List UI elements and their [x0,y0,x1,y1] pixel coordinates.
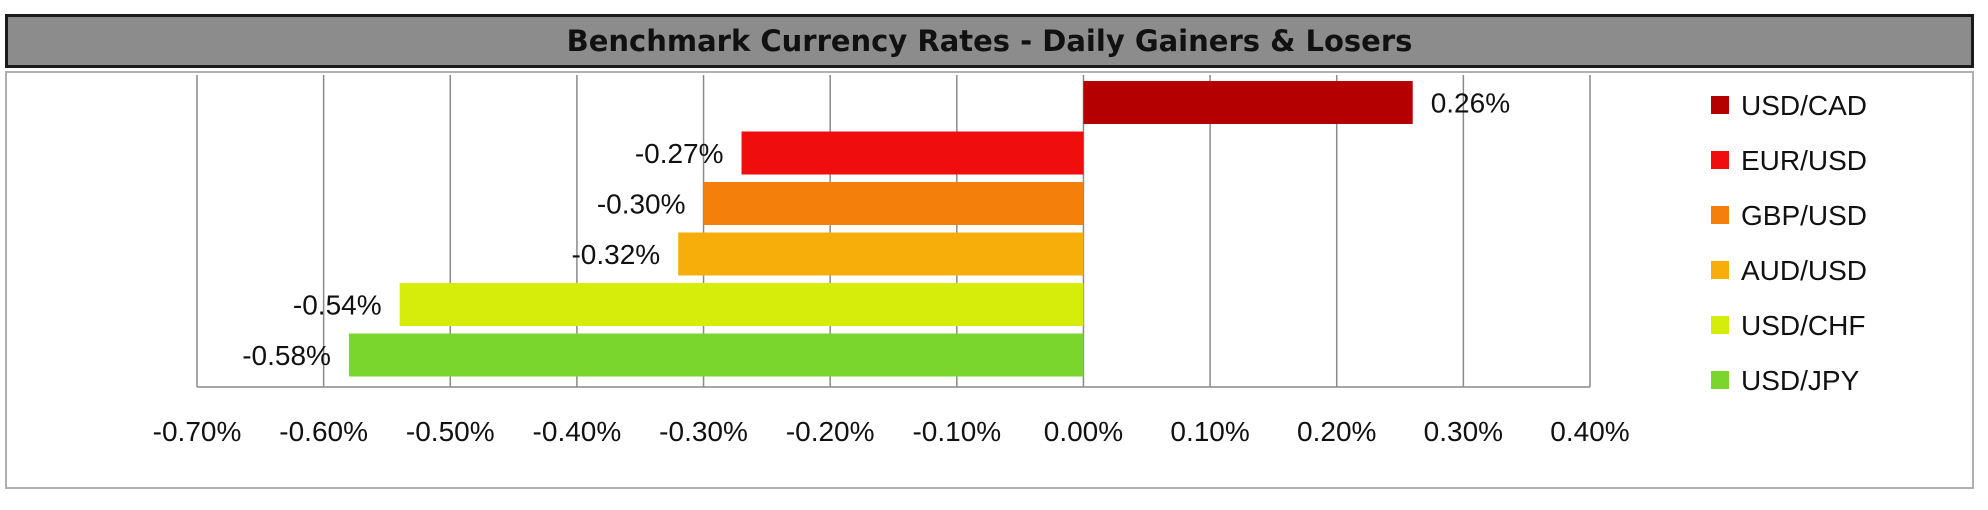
data-label: -0.27% [635,138,724,169]
x-tick-label: -0.60% [279,416,368,447]
bar-usd-cad [1083,81,1413,124]
data-label: -0.30% [597,189,686,220]
x-tick-label: -0.50% [406,416,495,447]
x-tick-label: -0.20% [786,416,875,447]
legend-label: USD/JPY [1741,365,1860,396]
legend-label: USD/CHF [1741,310,1865,341]
bar-aud-usd [678,232,1084,276]
legend-swatch [1711,261,1729,279]
bar-usd-chf [399,283,1084,326]
x-tick-label: -0.70% [153,416,242,447]
legend-swatch [1711,96,1729,114]
data-label: -0.32% [571,239,660,270]
legend-label: GBP/USD [1741,200,1867,231]
bar-usd-jpy [348,333,1084,377]
x-tick-label: 0.40% [1550,416,1629,447]
bar-gbp-usd [703,182,1084,225]
x-tick-label: 0.00% [1044,416,1123,447]
x-tick-label: 0.20% [1297,416,1376,447]
legend-swatch [1711,371,1729,389]
legend-swatch [1711,151,1729,169]
data-label: -0.54% [293,290,382,321]
x-tick-label: -0.40% [533,416,622,447]
data-label: 0.26% [1431,88,1510,119]
x-tick-label: 0.10% [1170,416,1249,447]
x-tick-label: -0.10% [912,416,1001,447]
legend-label: USD/CAD [1741,90,1867,121]
bar-eur-usd [741,131,1084,175]
x-tick-label: -0.30% [659,416,748,447]
x-tick-label: 0.30% [1424,416,1503,447]
legend-label: AUD/USD [1741,255,1867,286]
chart-title: Benchmark Currency Rates - Daily Gainers… [566,24,1413,58]
data-label: -0.58% [242,340,331,371]
legend-swatch [1711,316,1729,334]
legend-label: EUR/USD [1741,145,1867,176]
legend-swatch [1711,206,1729,224]
chart-title-bar: Benchmark Currency Rates - Daily Gainers… [5,14,1974,68]
